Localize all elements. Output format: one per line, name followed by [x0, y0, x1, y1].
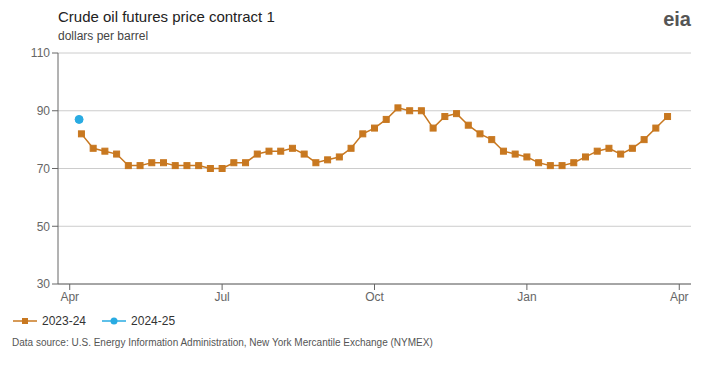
- svg-text:Jul: Jul: [214, 290, 229, 304]
- html-text:2023-24: 2023-24: [42, 314, 86, 328]
- html-text:Data source: U.S. Energy Infor: Data source: U.S. Energy Information Adm…: [12, 337, 433, 348]
- svg-text:50: 50: [37, 220, 51, 234]
- svg-text:Apr: Apr: [60, 290, 79, 304]
- svg-text:Oct: Oct: [365, 290, 384, 304]
- svg-text:Jan: Jan: [517, 290, 536, 304]
- svg-text:Apr: Apr: [670, 290, 689, 304]
- html-text:2024-25: 2024-25: [131, 314, 176, 328]
- svg-text:90: 90: [37, 104, 51, 118]
- html-text:Crude oil futures price contra: Crude oil futures price contract 1: [58, 8, 275, 25]
- svg-text:70: 70: [37, 162, 51, 176]
- svg-text:110: 110: [31, 46, 50, 60]
- html-text:dollars per barrel: dollars per barrel: [58, 29, 148, 43]
- svg-text:30: 30: [37, 277, 51, 291]
- html-text:eia: eia: [663, 8, 691, 30]
